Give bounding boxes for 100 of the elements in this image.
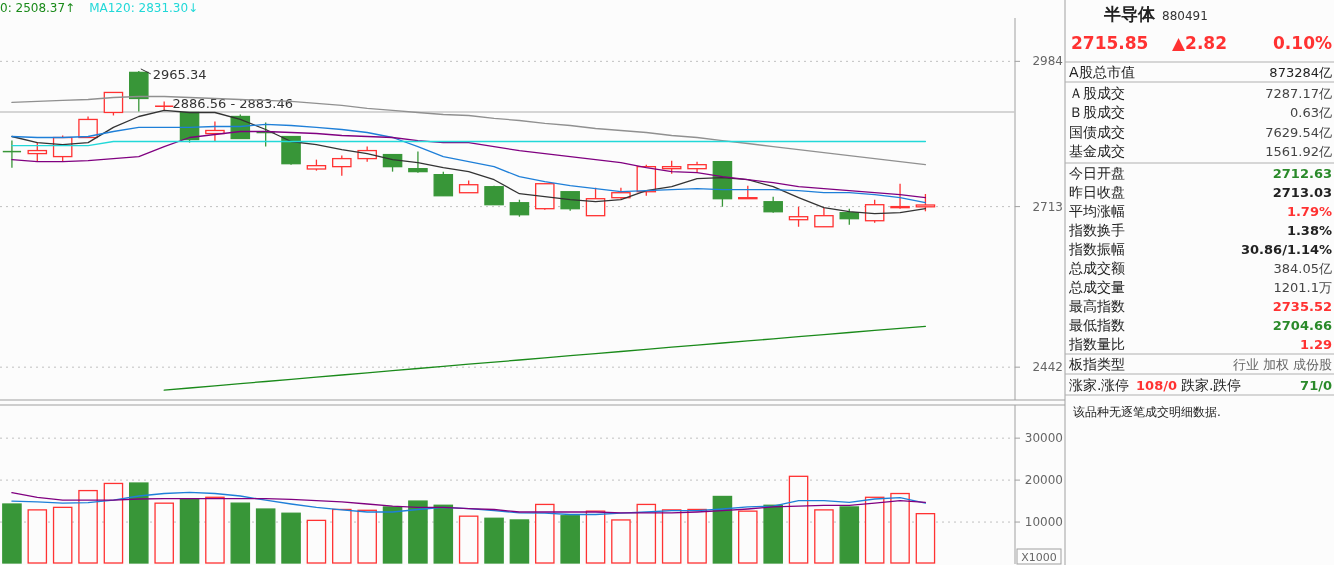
text: 873284亿 [1269,65,1332,80]
bar [661,509,682,564]
category-label: 最低指数 [1069,317,1125,333]
bar [230,502,251,564]
text: 0.63亿 [1290,105,1332,120]
text: ▲2.82 [1172,33,1228,53]
candlestick [78,115,98,139]
text: 2713.03 [1272,185,1332,200]
text: 0.10% [1273,33,1332,53]
bar [52,506,73,564]
bar [154,502,174,564]
text: 0: 2508.37↑ [0,1,76,15]
text: 半导体 [1103,4,1156,24]
bar [2,503,22,564]
category-label: 国债成交 [1069,124,1125,140]
category-label: 指数量比 [1068,336,1125,352]
text: 1561.92亿 [1265,144,1332,159]
bar [763,504,783,564]
text: 1201.1万 [1273,280,1332,295]
bar [306,519,327,564]
text: 2704.66 [1272,318,1332,333]
text: 30.86/1.14% [1241,242,1332,257]
text: 1.38% [1286,223,1332,238]
bar [255,508,276,564]
bar [560,515,580,564]
candlestick [408,150,428,174]
bar [179,498,200,564]
category-label: 总成交量 [1068,279,1125,295]
y-tick-label: 2984 [1032,54,1063,69]
text: 71/0 [1300,378,1332,393]
annotation: 2965.34 [152,66,207,82]
bar [332,508,352,564]
y-tick-label: 10000 [1024,515,1063,530]
ref-line-label: 2886.56 - 2883.46 [172,96,294,111]
category-label: Ａ股成交 [1069,85,1125,101]
category-label: 指数换手 [1068,222,1125,238]
line-series [163,325,927,391]
line-series [11,95,927,166]
category-label: 板指类型 [1068,356,1125,372]
bar [712,495,733,564]
bar [78,489,98,564]
candlestick [255,121,276,148]
bar [738,510,758,564]
y-tick-label: 2713 [1032,199,1063,214]
bar [458,515,479,564]
category-label: 基金成交 [1069,143,1125,159]
category-label: 最高指数 [1069,298,1125,314]
y-tick-label: 30000 [1024,431,1063,446]
text: 2735.52 [1272,299,1332,314]
text: MA120: 2831.30↓ [89,1,199,15]
text: 2715.85 [1071,33,1149,53]
candlestick [788,206,809,228]
candlestick [27,141,48,163]
candlestick [433,170,454,197]
category-label: 跌家.跌停 [1181,377,1242,393]
bar [636,503,657,564]
bar [484,517,504,564]
candlestick [103,91,124,117]
text: 108/0 [1136,378,1177,393]
candlestick [814,207,834,228]
bar [408,500,428,564]
category-label: 平均涨幅 [1069,203,1125,219]
text: 2712.63 [1272,166,1332,181]
bar [357,509,377,564]
bar [788,475,809,564]
bar [205,496,225,564]
bar [864,496,885,564]
text: 1.29 [1299,337,1332,352]
text: 384.05亿 [1273,261,1332,276]
y-tick-label: 2442 [1032,360,1063,375]
bar [27,509,48,564]
bar [433,504,454,564]
bar [611,519,631,564]
category-label: 今日开盘 [1069,165,1125,181]
bar [509,519,530,564]
text: X1000 [1021,551,1057,564]
category-label: 指数振幅 [1068,241,1125,257]
bar [814,509,834,564]
bar [535,503,555,564]
text: 7629.54亿 [1265,125,1332,140]
candlestick [332,154,352,177]
bar [890,492,910,564]
text: 880491 [1162,9,1208,23]
bar [281,512,301,564]
category-label: A股总市值 [1069,64,1135,80]
bar [129,482,149,564]
category-label: 昨日收盘 [1069,184,1125,200]
text: 行业 加权 成份股 [1232,357,1332,372]
bar [585,510,606,564]
bar [915,513,936,564]
text: 该品种无逐笔成交明细数据. [1073,405,1221,419]
category-label: 总成交额 [1068,260,1125,276]
category-label: 涨家.涨停 [1069,377,1130,393]
bar [839,506,860,564]
bar [103,482,124,564]
bar [687,508,707,564]
text: 1.79% [1286,204,1332,219]
bar [382,506,403,564]
candlestick [2,139,22,169]
y-tick-label: 20000 [1024,473,1063,488]
